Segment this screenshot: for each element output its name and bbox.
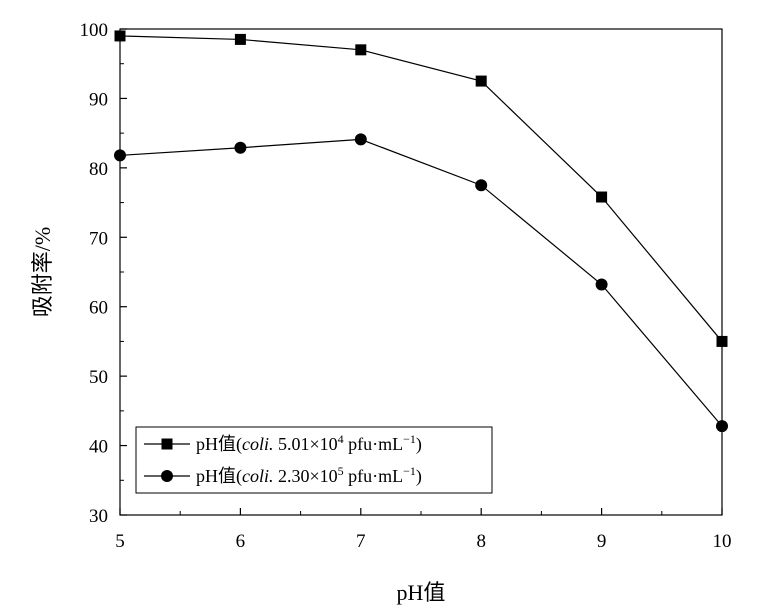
y-tick-label: 50 [89,367,108,388]
y-tick-label: 70 [89,228,108,249]
y-tick-label: 30 [89,506,108,527]
legend-label-2: pH值(coli. 2.30×105 pfu·mL−1) [196,464,422,487]
series-2-point [595,278,608,291]
y-tick-label: 80 [89,159,108,180]
x-axis-title: pH值 [397,580,446,605]
series-1-point [355,44,367,56]
x-tick-label: 6 [236,531,246,552]
legend-label-1: pH值(coli. 5.01×104 pfu·mL−1) [196,432,422,455]
axis-ticks: 5 6 7 8 9 10 30 40 50 60 70 80 90 100 [80,20,732,552]
y-tick-label: 90 [89,89,108,110]
series-1-point [716,335,728,347]
x-tick-label: 8 [476,531,486,552]
series-2-point [354,133,367,146]
series-1-point [114,30,126,42]
y-tick-label: 40 [89,437,108,458]
legend-marker-2 [161,470,173,482]
series-1-point [475,75,487,87]
x-tick-label: 5 [115,531,125,552]
series-2-point [716,420,728,433]
series-2-point [114,149,126,162]
series-1-point [234,33,246,45]
series-line-1 [119,35,723,342]
series-markers [114,30,728,433]
y-axis-title: 吸附率/% [30,227,55,317]
legend: pH值(coli. 5.01×104 pfu·mL−1) pH值(coli. 2.… [135,426,493,494]
legend-marker-1 [161,438,173,450]
series-lines [119,35,723,427]
x-tick-label: 7 [356,531,366,552]
series-1-point [596,191,608,203]
x-tick-label: 9 [597,531,607,552]
y-tick-label: 60 [89,298,108,319]
legend-box [135,426,493,494]
y-tick-label: 100 [80,20,109,41]
series-2-point [475,179,488,192]
series-line-2 [119,138,723,427]
x-tick-label: 10 [713,531,732,552]
series-2-point [234,141,247,154]
